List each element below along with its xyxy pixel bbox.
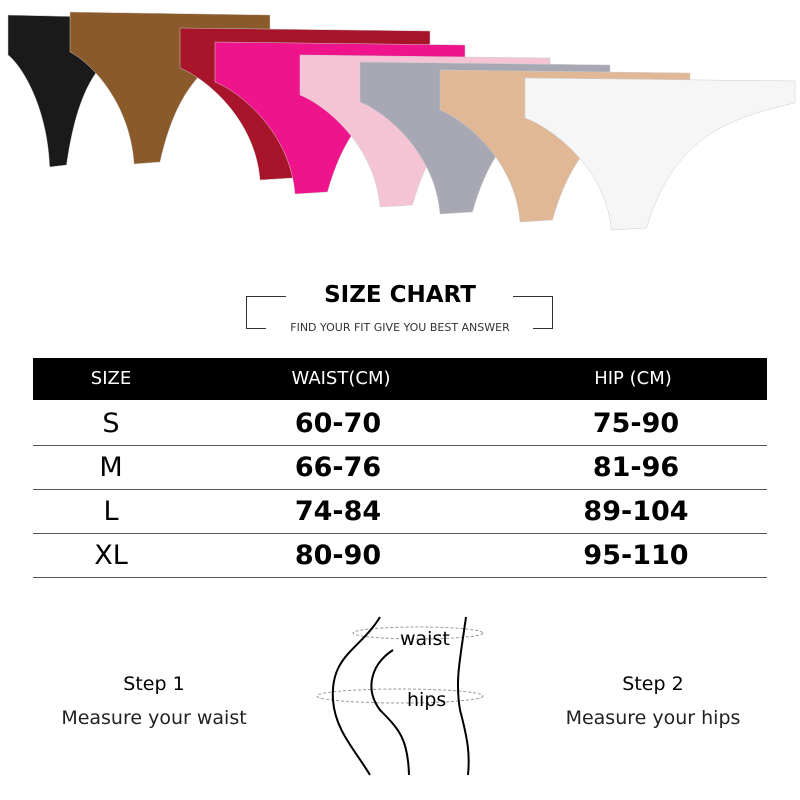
size-chart-subtitle: FIND YOUR FIT GIVE YOU BEST ANSWER: [290, 321, 510, 334]
waist-ring: [352, 626, 484, 640]
table-row: L 74-84 89-104: [33, 490, 767, 534]
step-2-desc: Measure your hips: [565, 707, 741, 729]
cell-hip: 89-104: [583, 496, 689, 527]
column-size: SIZE: [90, 368, 132, 389]
body-measure-diagram: waist hips: [316, 616, 484, 776]
body-curve-front: [331, 616, 381, 776]
table-row: XL 80-90 95-110: [33, 534, 767, 578]
body-curve-back: [370, 649, 410, 776]
step-1: Step 1 Measure your waist: [34, 673, 274, 729]
waist-label: waist: [400, 628, 450, 650]
cell-waist: 66-76: [294, 452, 382, 483]
cell-hip: 81-96: [592, 452, 680, 483]
hips-label: hips: [407, 689, 446, 711]
cell-waist: 74-84: [294, 496, 382, 527]
cell-hip: 95-110: [583, 540, 689, 571]
cell-hip: 75-90: [592, 408, 680, 439]
cell-waist: 60-70: [294, 408, 382, 439]
cell-waist: 80-90: [294, 540, 382, 571]
step-1-title: Step 1: [123, 673, 185, 695]
cell-size: L: [103, 496, 119, 527]
bracket-right: [513, 296, 553, 328]
hips-ring: [316, 688, 484, 704]
product-photo: [7, 11, 796, 231]
cell-size: M: [99, 452, 123, 483]
step-1-desc: Measure your waist: [61, 707, 247, 729]
table-row: M 66-76 81-96: [33, 446, 767, 490]
table-row: S 60-70 75-90: [33, 402, 767, 446]
step-2: Step 2 Measure your hips: [533, 673, 773, 729]
cell-size: XL: [94, 540, 128, 571]
column-waist: WAIST(CM): [291, 368, 391, 389]
table-header: SIZE WAIST(CM) HIP (CM): [33, 358, 767, 400]
bracket-left-bottom: [246, 328, 266, 329]
bracket-right-bottom: [533, 328, 553, 329]
size-chart-title: SIZE CHART: [324, 282, 476, 308]
body-curve-side: [456, 616, 470, 776]
cell-size: S: [102, 408, 120, 439]
bracket-left: [246, 296, 286, 328]
step-2-title: Step 2: [622, 673, 684, 695]
product-item: [524, 77, 796, 231]
column-hip: HIP (CM): [594, 368, 672, 389]
